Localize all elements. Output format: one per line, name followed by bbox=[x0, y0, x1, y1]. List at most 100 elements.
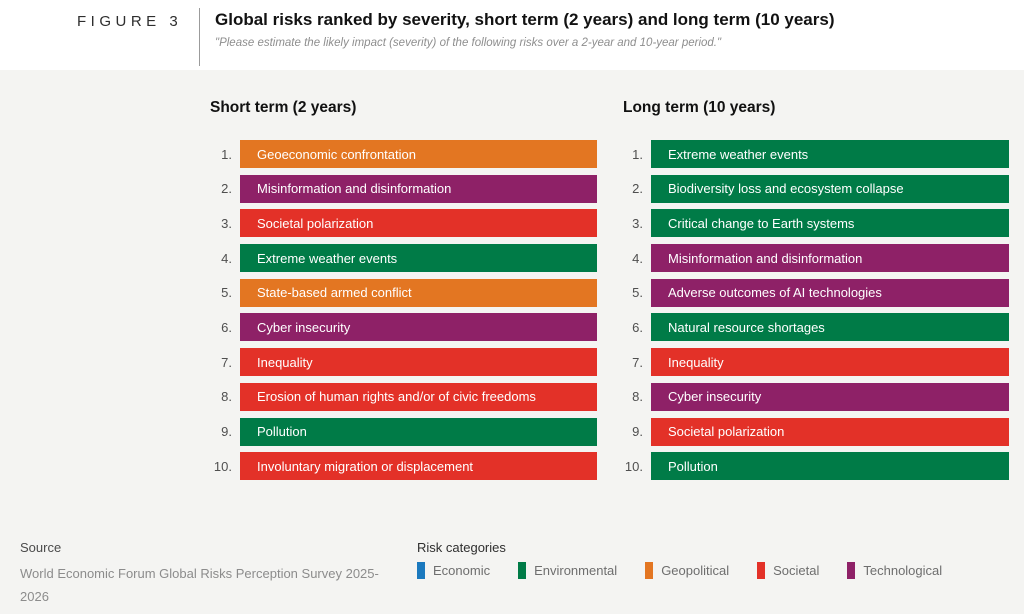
rank-number: 7. bbox=[632, 354, 643, 370]
rank-number: 4. bbox=[632, 250, 643, 266]
rank-number: 2. bbox=[221, 181, 232, 197]
risk-label: State-based armed conflict bbox=[257, 285, 412, 301]
rank-row: 2. Misinformation and disinformation bbox=[197, 174, 597, 203]
ranked-list-short-term: 1. Geoeconomic confrontation 2. Misinformat… bbox=[197, 140, 597, 487]
legend-title: Risk categories bbox=[417, 540, 506, 555]
rank-number: 9. bbox=[221, 424, 232, 439]
rank-number: 8. bbox=[632, 389, 643, 405]
risk-bar: Pollution bbox=[240, 417, 597, 446]
risk-label: Cyber insecurity bbox=[257, 319, 351, 335]
risk-bar: Inequality bbox=[651, 348, 1009, 377]
geopolitical-swatch bbox=[645, 562, 654, 579]
risk-label: Inequality bbox=[257, 354, 313, 370]
risk-bar: Societal polarization bbox=[240, 209, 597, 238]
rank-row: 3. Critical change to Earth systems bbox=[608, 209, 1009, 238]
rank-number: 4. bbox=[221, 250, 232, 266]
risk-label: Erosion of human rights and/or of civic … bbox=[257, 389, 536, 405]
rank-row: 8. Cyber insecurity bbox=[608, 382, 1009, 411]
rank-row: 7. Inequality bbox=[608, 348, 1009, 377]
column-header-short-term: Short term (2 years) bbox=[210, 99, 357, 116]
rank-row: 8. Erosion of human rights and/or of civi… bbox=[197, 382, 597, 411]
risk-bar: Misinformation and disinformation bbox=[240, 174, 597, 203]
rank-row: 1. Extreme weather events bbox=[608, 140, 1009, 168]
risk-label: Misinformation and disinformation bbox=[257, 181, 452, 197]
risk-bar: Cyber insecurity bbox=[651, 382, 1009, 411]
rank-row: 6. Natural resource shortages bbox=[608, 313, 1009, 342]
risk-bar: Biodiversity loss and ecosystem collapse bbox=[651, 174, 1009, 203]
risk-label: Geoeconomic confrontation bbox=[257, 146, 416, 162]
rank-row: 5. State-based armed conflict bbox=[197, 278, 597, 307]
technological-swatch bbox=[847, 562, 856, 579]
legend-items: Economic Environmental Geopolitical Societa… bbox=[417, 562, 942, 579]
rank-row: 4. Misinformation and disinformation bbox=[608, 244, 1009, 273]
risk-label: Societal polarization bbox=[257, 215, 374, 231]
legend-label: Economic bbox=[433, 563, 491, 578]
risk-label: Extreme weather events bbox=[668, 146, 809, 162]
risk-label: Natural resource shortages bbox=[668, 319, 825, 335]
rank-number: 10. bbox=[213, 458, 232, 474]
risk-bar: Critical change to Earth systems bbox=[651, 209, 1009, 238]
figure-title: Global risks ranked by severity, short t… bbox=[215, 10, 835, 29]
risk-bar: Natural resource shortages bbox=[651, 313, 1009, 342]
rank-row: 9. Pollution bbox=[197, 417, 597, 446]
figure-header: FIGURE 3 Global risks ranked by severity… bbox=[0, 0, 1024, 70]
legend-item-economic: Economic bbox=[417, 562, 490, 579]
rank-number: 2. bbox=[632, 181, 643, 197]
source-text: World Economic Forum Global Risks Percep… bbox=[20, 566, 379, 604]
legend-label: Societal bbox=[773, 563, 820, 578]
rank-row: 7. Inequality bbox=[197, 348, 597, 377]
legend-item-societal: Societal bbox=[757, 562, 819, 579]
figure-subtitle: "Please estimate the likely impact (seve… bbox=[215, 37, 722, 49]
risk-bar: Involuntary migration or displacement bbox=[240, 452, 597, 481]
risk-bar: Geoeconomic confrontation bbox=[240, 140, 597, 168]
rank-number: 3. bbox=[221, 215, 232, 231]
risk-label: Pollution bbox=[257, 424, 307, 439]
risk-label: Cyber insecurity bbox=[668, 389, 762, 405]
rank-row: 9. Societal polarization bbox=[608, 417, 1009, 446]
rank-number: 5. bbox=[632, 285, 643, 301]
risk-label: Extreme weather events bbox=[257, 250, 398, 266]
risk-label: Critical change to Earth systems bbox=[668, 215, 855, 231]
risk-bar: Inequality bbox=[240, 348, 597, 377]
rank-number: 1. bbox=[632, 146, 643, 162]
risk-bar: Adverse outcomes of AI technologies bbox=[651, 278, 1009, 307]
rank-number: 9. bbox=[632, 424, 643, 439]
rank-number: 5. bbox=[221, 285, 232, 301]
risk-bar: Extreme weather events bbox=[651, 140, 1009, 168]
societal-swatch bbox=[757, 562, 766, 579]
legend-label: Environmental bbox=[534, 563, 618, 578]
risk-bar: Misinformation and disinformation bbox=[651, 244, 1009, 273]
rank-number: 3. bbox=[632, 215, 643, 231]
rank-row: 4. Extreme weather events bbox=[197, 244, 597, 273]
rank-number: 6. bbox=[632, 319, 643, 335]
rank-row: 1. Geoeconomic confrontation bbox=[197, 140, 597, 168]
rank-row: 6. Cyber insecurity bbox=[197, 313, 597, 342]
rank-number: 7. bbox=[221, 354, 232, 370]
environmental-swatch bbox=[518, 562, 527, 579]
economic-swatch bbox=[417, 562, 425, 579]
legend-label: Geopolitical bbox=[661, 563, 730, 578]
rank-row: 10. Pollution bbox=[608, 452, 1009, 481]
header-divider bbox=[199, 8, 200, 66]
rank-row: 5. Adverse outcomes of AI technologies bbox=[608, 278, 1009, 307]
risk-label: Misinformation and disinformation bbox=[668, 250, 863, 266]
risk-label: Inequality bbox=[668, 354, 724, 370]
figure-number-label: FIGURE 3 bbox=[77, 13, 183, 30]
ranked-list-long-term: 1. Extreme weather events 2. Biodiversity l… bbox=[608, 140, 1009, 487]
risk-bar: Societal polarization bbox=[651, 417, 1009, 446]
legend-item-environmental: Environmental bbox=[518, 562, 617, 579]
risk-bar: Extreme weather events bbox=[240, 244, 597, 273]
rank-number: 1. bbox=[221, 146, 232, 162]
rank-row: 3. Societal polarization bbox=[197, 209, 597, 238]
rank-row: 2. Biodiversity loss and ecosystem collap… bbox=[608, 174, 1009, 203]
risk-bar: State-based armed conflict bbox=[240, 278, 597, 307]
rank-number: 10. bbox=[624, 458, 643, 474]
legend-item-technological: Technological bbox=[847, 562, 942, 579]
rank-number: 6. bbox=[221, 319, 232, 335]
rank-number: 8. bbox=[221, 389, 232, 405]
rank-row: 10. Involuntary migration or displacement bbox=[197, 452, 597, 481]
column-header-long-term: Long term (10 years) bbox=[623, 99, 776, 116]
risk-label: Adverse outcomes of AI technologies bbox=[668, 285, 882, 301]
risk-bar: Pollution bbox=[651, 452, 1009, 481]
